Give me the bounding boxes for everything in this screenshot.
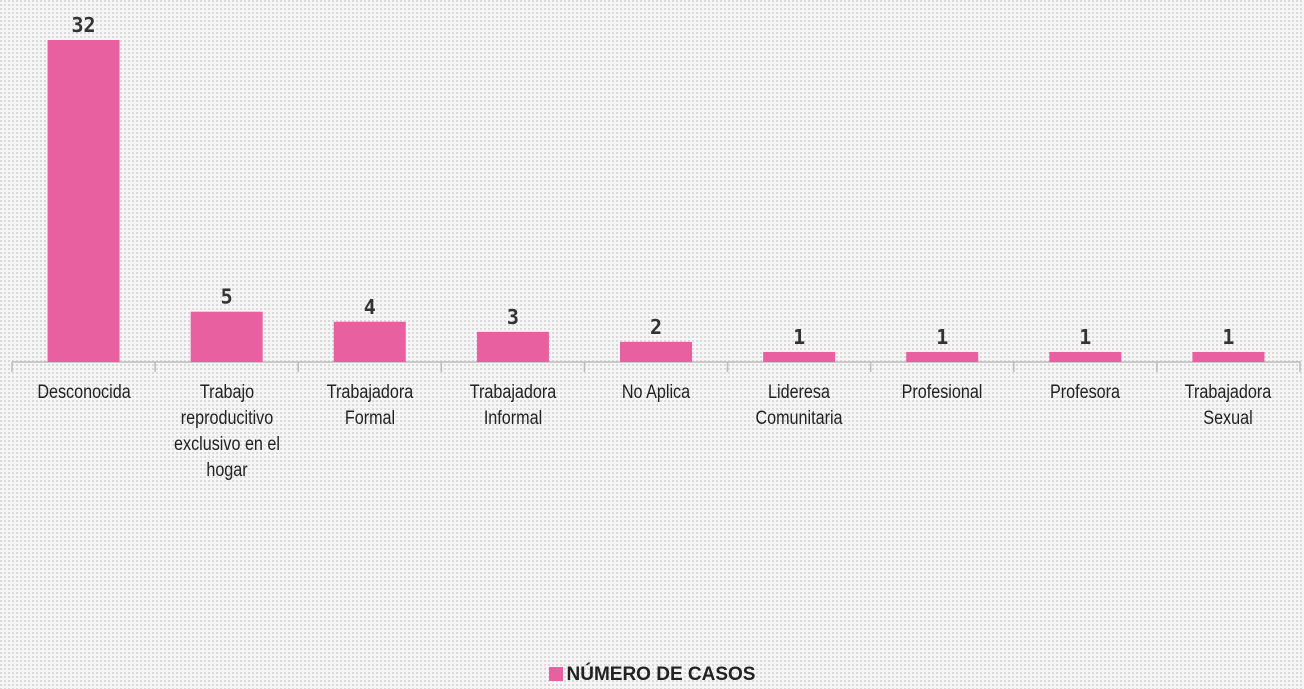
data-label: 32 [72, 13, 96, 37]
data-label: 1 [793, 325, 805, 349]
x-tick-label: Trabajo reproducitivo exclusivo en el ho… [173, 382, 280, 481]
x-tick-label: Profesional [901, 382, 983, 403]
legend-swatch [548, 667, 563, 681]
x-tick-label: Trabajadora Formal [326, 382, 414, 429]
legend-label: NÚMERO DE CASOS [566, 664, 756, 685]
x-tick-label: Trabajadora Sexual [1185, 382, 1272, 429]
bar [1049, 351, 1122, 362]
bar [620, 341, 692, 362]
x-tick-label: Trabajadora Informal [469, 382, 557, 429]
data-label: 1 [1079, 325, 1091, 349]
bar [906, 351, 979, 362]
bar [333, 321, 406, 362]
x-tick-label: Desconocida [36, 382, 131, 403]
bar [1192, 351, 1265, 362]
data-label: 3 [507, 305, 519, 329]
data-label: 1 [936, 325, 948, 349]
bar [190, 311, 263, 362]
bar [763, 351, 836, 362]
x-tick-label: Profesora [1050, 382, 1121, 403]
data-label: 4 [364, 295, 376, 319]
data-label: 5 [221, 285, 233, 309]
bar [47, 40, 120, 362]
data-label: 2 [650, 315, 662, 339]
x-tick-label: Lideresa Comunitaria [755, 382, 843, 429]
legend: NÚMERO DE CASOS [0, 664, 1304, 686]
x-tick-label: No Aplica [621, 382, 691, 403]
data-label: 1 [1222, 325, 1234, 349]
bar [476, 331, 549, 362]
